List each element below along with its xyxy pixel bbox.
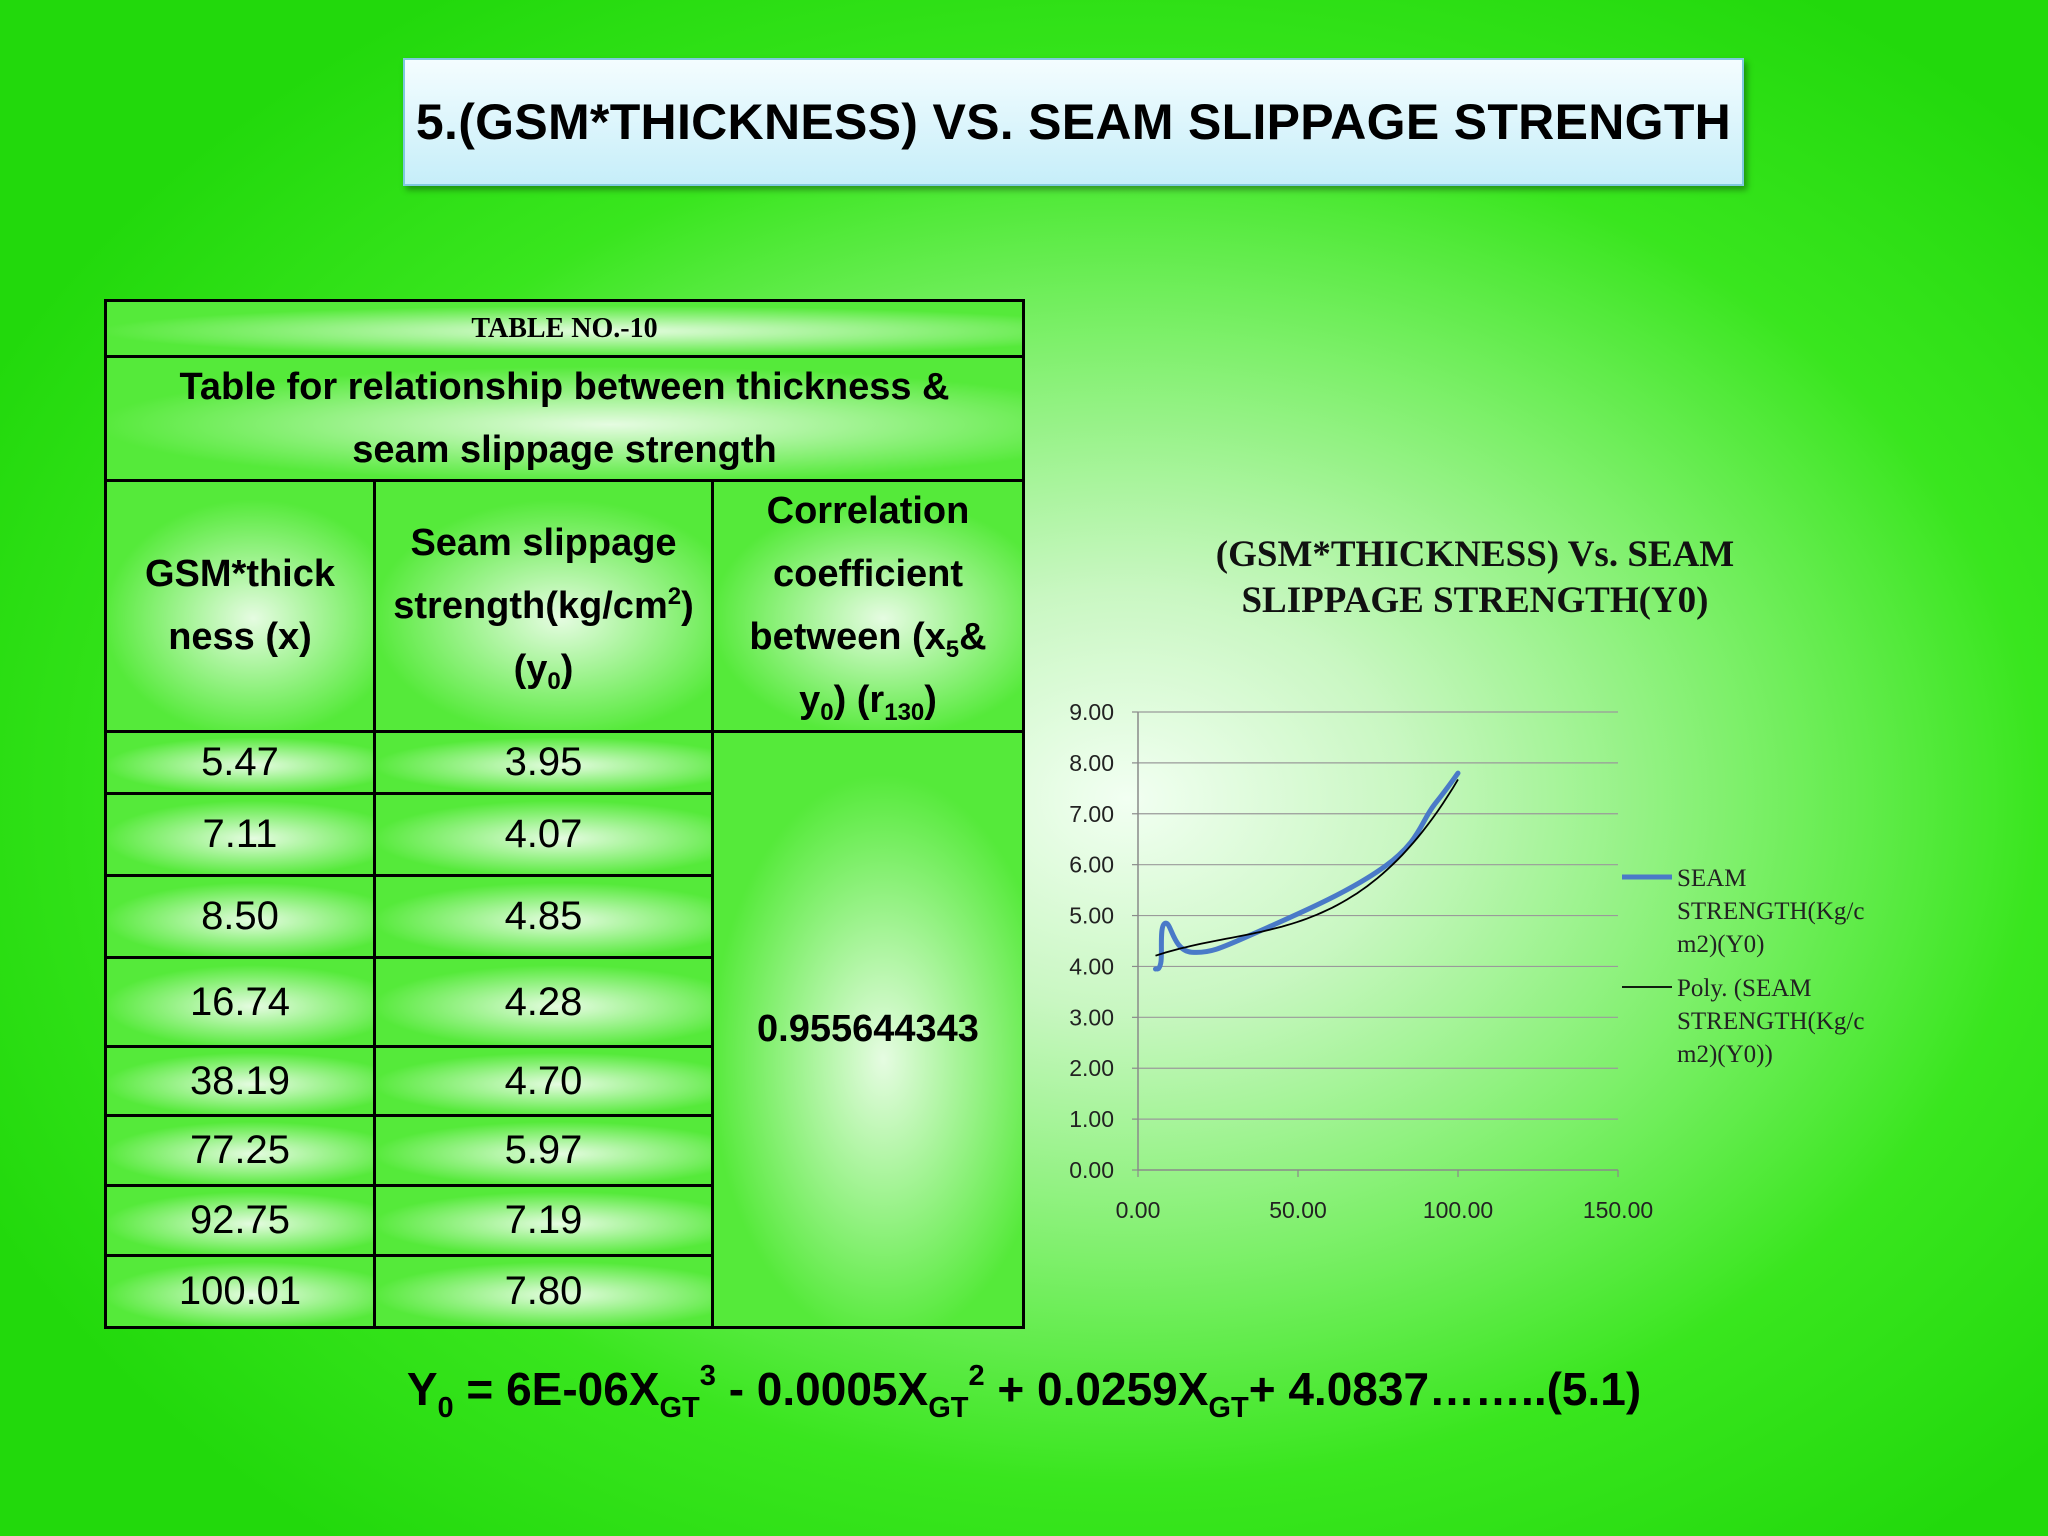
table-cell-x: 38.19 (107, 1045, 373, 1114)
header-sub-r: 130 (884, 699, 925, 726)
table-cell-y: 7.80 (373, 1254, 711, 1326)
line-chart: 0.00 1.00 2.00 3.00 4.00 5.00 6.00 7.00 8.00 9.00… (1069, 699, 1864, 1223)
header-sub-y: 0 (820, 699, 834, 726)
eq-sub: GT (928, 1392, 969, 1424)
table-number: TABLE NO.-10 (107, 302, 1022, 355)
eq-lhs: Y (406, 1363, 438, 1415)
header-correlation-text: Correlation coefficient between (x (749, 490, 970, 658)
y-tick-label: 7.00 (1069, 801, 1114, 827)
header-correlation-close: ) (924, 679, 937, 721)
table-cell-x: 77.25 (107, 1114, 373, 1184)
x-tick-label: 50.00 (1269, 1197, 1327, 1223)
table-description: Table for relationship between thickness… (107, 355, 1022, 479)
y-tick-label: 1.00 (1069, 1106, 1114, 1132)
eq-constant: + 4.0837……..(5.1) (1248, 1363, 1642, 1415)
header-seam-strength-text: Seam slippage strength(kg/cm (393, 521, 677, 627)
x-tick-label: 0.00 (1116, 1197, 1161, 1223)
series-line-seam-strength (1153, 770, 1461, 972)
eq-sup: 2 (968, 1360, 985, 1392)
table-cell-x: 5.47 (107, 730, 373, 792)
legend-label-trendline: m2)(Y0)) (1677, 1041, 1773, 1068)
table-cell-y: 4.85 (373, 874, 711, 956)
header-gsm-thickness: GSM*thickness (x) (107, 479, 373, 730)
correlation-value: 0.955644343 (711, 730, 1022, 1326)
legend-label-seam-strength: SEAM (1677, 865, 1746, 892)
eq-term-cubic: = 6E-06X (453, 1363, 660, 1415)
y-tick-label: 8.00 (1069, 750, 1114, 776)
header-gsm-thickness-label: GSM*thickness (x) (144, 553, 336, 658)
x-tick-label: 100.00 (1423, 1197, 1493, 1223)
table-cell-y: 3.95 (373, 730, 711, 792)
header-close: ) (560, 647, 574, 690)
y-tick-label: 9.00 (1069, 699, 1114, 725)
table-cell-x: 7.11 (107, 792, 373, 874)
header-sup: 2 (667, 582, 682, 610)
eq-sup: 3 (699, 1360, 716, 1392)
slide-title: 5.(GSM*THICKNESS) VS. SEAM SLIPPAGE STRE… (415, 94, 1732, 150)
table-cell-x: 16.74 (107, 956, 373, 1045)
header-correlation: Correlation coefficient between (x5& y0)… (711, 479, 1022, 730)
y-tick-label: 3.00 (1069, 1004, 1114, 1030)
legend-label-trendline: Poly. (SEAM (1677, 975, 1812, 1002)
y-tick-label: 0.00 (1069, 1157, 1114, 1183)
eq-term-quadratic: - 0.0005X (715, 1363, 929, 1415)
data-table: TABLE NO.-10 Table for relationship betw… (104, 299, 1025, 1329)
title-box: 5.(GSM*THICKNESS) VS. SEAM SLIPPAGE STRE… (403, 58, 1744, 186)
eq-sub: GT (1208, 1392, 1249, 1424)
x-tick-label: 150.00 (1583, 1197, 1653, 1223)
legend-label-seam-strength: m2)(Y0) (1677, 931, 1764, 958)
header-seam-strength: Seam slippage strength(kg/cm2)(y0) (373, 479, 711, 730)
table-cell-x: 8.50 (107, 874, 373, 956)
header-correlation-y: & y (799, 616, 987, 721)
y-tick-label: 4.00 (1069, 953, 1114, 979)
trendline-poly (1155, 778, 1459, 957)
legend-label-seam-strength: STRENGTH(Kg/c (1677, 898, 1864, 925)
table-cell-y: 4.07 (373, 792, 711, 874)
y-tick-label: 5.00 (1069, 903, 1114, 929)
legend-label-trendline: STRENGTH(Kg/c (1677, 1008, 1864, 1035)
table-cell-x: 100.01 (107, 1254, 373, 1326)
header-sub-x: 5 (945, 636, 960, 663)
eq-sub: GT (659, 1392, 700, 1424)
regression-equation: Y0 = 6E-06XGT3 - 0.0005XGT2 + 0.0259XGT+… (0, 1360, 2048, 1423)
header-seam-unit: )(y (513, 584, 694, 690)
chart-title: (GSM*THICKNESS) Vs. SEAM SLIPPAGE STRENG… (1215, 534, 1735, 621)
header-sub: 0 (547, 667, 561, 695)
table-cell-y: 4.28 (373, 956, 711, 1045)
table-cell-x: 92.75 (107, 1184, 373, 1254)
table-cell-y: 7.19 (373, 1184, 711, 1254)
header-correlation-r: ) (r (833, 679, 885, 721)
eq-lhs-sub: 0 (437, 1392, 454, 1424)
y-tick-label: 6.00 (1069, 852, 1114, 878)
table-cell-y: 5.97 (373, 1114, 711, 1184)
table-cell-y: 4.70 (373, 1045, 711, 1114)
eq-term-linear: + 0.0259X (984, 1363, 1209, 1415)
y-tick-label: 2.00 (1069, 1055, 1114, 1081)
